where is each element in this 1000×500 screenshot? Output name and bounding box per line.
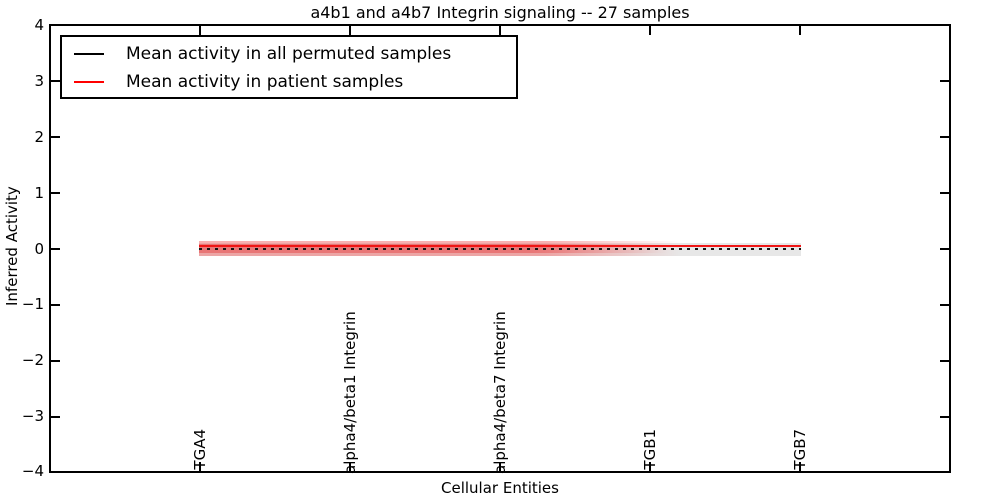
x-tick-label: alpha4/beta7 Integrin	[491, 311, 509, 474]
y-tick-label: 2	[34, 128, 44, 146]
legend-entry-patient: Mean activity in patient samples	[62, 68, 516, 96]
x-tick-label: ITGB7	[791, 428, 809, 474]
x-tick	[649, 26, 651, 35]
y-tick	[51, 192, 60, 194]
y-tick	[940, 136, 949, 138]
x-tick	[349, 462, 351, 471]
y-tick	[940, 192, 949, 194]
x-axis-label: Cellular Entities	[441, 479, 559, 497]
legend: Mean activity in all permuted samples Me…	[60, 35, 518, 99]
y-tick	[940, 416, 949, 418]
y-tick	[940, 248, 949, 250]
x-tick	[799, 26, 801, 35]
plot-area	[49, 24, 951, 473]
patient-mean-line	[199, 245, 801, 247]
legend-label: Mean activity in patient samples	[126, 72, 404, 92]
y-tick-label: 4	[34, 16, 44, 34]
x-tick	[499, 26, 501, 35]
y-tick	[51, 248, 60, 250]
x-tick-label: ITGB1	[641, 428, 659, 474]
y-tick	[51, 304, 60, 306]
legend-line-sample-black	[74, 53, 104, 55]
y-tick-label: −4	[21, 462, 44, 480]
x-tick	[649, 462, 651, 471]
y-tick	[940, 80, 949, 82]
y-tick-label: 0	[34, 240, 44, 258]
y-tick-label: 1	[34, 184, 44, 202]
y-tick-label: −3	[21, 407, 44, 425]
y-tick-label: −1	[21, 295, 44, 313]
chart-title: a4b1 and a4b7 Integrin signaling -- 27 s…	[310, 3, 690, 22]
permuted-mean-line	[199, 248, 801, 250]
x-tick	[199, 26, 201, 35]
legend-label: Mean activity in all permuted samples	[126, 44, 452, 64]
x-tick	[199, 462, 201, 471]
y-tick	[940, 360, 949, 362]
x-tick-label: alpha4/beta1 Integrin	[341, 311, 359, 474]
y-tick-label: −2	[21, 351, 44, 369]
x-tick	[349, 26, 351, 35]
y-tick	[51, 416, 60, 418]
x-tick	[799, 462, 801, 471]
y-tick	[51, 360, 60, 362]
y-tick-label: 3	[34, 72, 44, 90]
legend-entry-permuted: Mean activity in all permuted samples	[62, 40, 516, 68]
x-tick	[499, 462, 501, 471]
y-tick	[51, 80, 60, 82]
legend-line-sample-red	[74, 81, 104, 83]
x-tick-label: ITGA4	[191, 428, 209, 474]
y-tick	[940, 304, 949, 306]
y-tick	[51, 136, 60, 138]
